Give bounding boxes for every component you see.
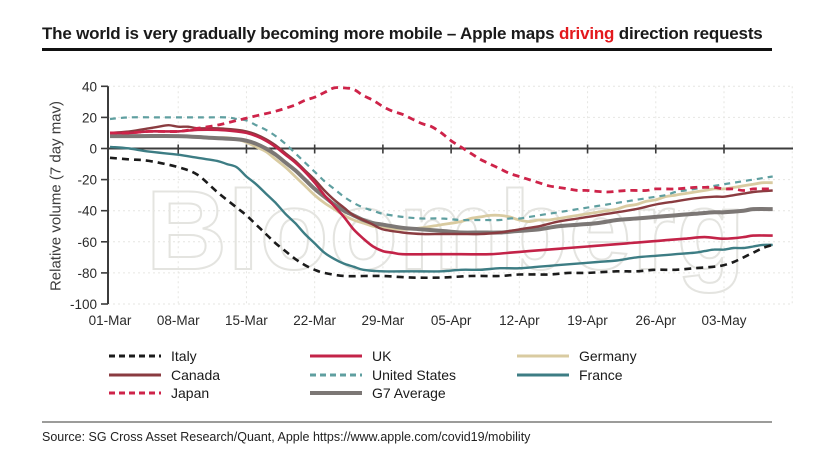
x-tick-label: 22-Mar bbox=[293, 313, 336, 328]
legend-line-sample-japan bbox=[109, 391, 161, 395]
y-tick-label: -60 bbox=[77, 235, 97, 250]
legend-item-italy: Italy bbox=[108, 348, 197, 364]
y-tick-label: 20 bbox=[82, 110, 97, 125]
gridlines bbox=[108, 85, 793, 305]
legend-label-italy: Italy bbox=[171, 348, 197, 364]
legend-label-japan: Japan bbox=[171, 385, 210, 401]
legend-line-sample-france bbox=[517, 373, 569, 376]
legend-line-sample-italy bbox=[109, 354, 161, 358]
y-tick-label: -20 bbox=[77, 173, 97, 188]
legend-line-sample-g7-average bbox=[310, 391, 362, 395]
title-text: The world is very gradually becoming mor… bbox=[42, 24, 559, 43]
y-tick-label: -100 bbox=[70, 297, 97, 312]
legend-line-sample-uk bbox=[310, 354, 362, 358]
legend-item-uk: UK bbox=[309, 348, 391, 364]
series-line-france bbox=[109, 145, 773, 273]
legend-line-sample-united-states bbox=[310, 373, 362, 376]
y-tick-label: 40 bbox=[82, 79, 97, 94]
y-tick-label: 0 bbox=[89, 142, 97, 157]
x-tick-label: 15-Mar bbox=[225, 313, 268, 328]
y-axis bbox=[101, 85, 109, 305]
plot-lines bbox=[109, 86, 774, 280]
legend-item-japan: Japan bbox=[108, 385, 209, 401]
y-axis-title: Relative volume (7 day mav) bbox=[47, 100, 65, 292]
legend-item-france: France bbox=[516, 367, 623, 383]
legend-item-germany: Germany bbox=[516, 348, 637, 364]
series-line-germany bbox=[110, 134, 773, 231]
legend-label-uk: UK bbox=[372, 348, 392, 364]
title-text-end: direction requests bbox=[614, 24, 763, 43]
x-tick-label: 08-Mar bbox=[157, 313, 200, 328]
x-axis bbox=[108, 144, 793, 154]
title-highlight: driving bbox=[558, 24, 615, 43]
x-tick-labels: 01-Mar 08-Mar 15-Mar 22-Mar 29-Mar 05-Apr 12-A… bbox=[89, 313, 747, 328]
title-underline bbox=[42, 48, 772, 51]
legend-line-sample-canada bbox=[109, 373, 161, 376]
x-tick-label: 12-Apr bbox=[499, 313, 540, 328]
legend-item-united-states: United States bbox=[309, 367, 456, 383]
series-line-canada bbox=[109, 124, 773, 236]
legend-label-germany: Germany bbox=[579, 348, 637, 364]
y-tick-labels: 40 20 0 -20 -40 -60 -80 -100 bbox=[70, 79, 97, 312]
legend-label-france: France bbox=[579, 366, 623, 383]
x-tick-label: 26-Apr bbox=[636, 313, 677, 328]
legend-item-g7-average: G7 Average bbox=[309, 385, 446, 401]
legend-line-sample-germany bbox=[517, 354, 569, 358]
legend-item-canada: Canada bbox=[108, 367, 220, 383]
series-line-italy bbox=[109, 156, 774, 280]
source-note: Source: SG Cross Asset Research/Quant, A… bbox=[42, 421, 772, 444]
series-line-uk bbox=[109, 128, 773, 256]
y-tick-label: -80 bbox=[77, 266, 97, 281]
legend-label-united-states: United States bbox=[372, 366, 457, 383]
series-line-g7-average bbox=[110, 133, 773, 235]
series-line-japan bbox=[109, 86, 773, 194]
page-title: The world is very gradually becoming mor… bbox=[42, 24, 782, 44]
x-tick-label: 03-May bbox=[701, 313, 746, 328]
x-tick-label: 05-Apr bbox=[431, 313, 472, 328]
series-line-united-states bbox=[109, 116, 773, 222]
legend-label-g7-average: G7 Average bbox=[372, 385, 446, 401]
x-tick-label: 01-Mar bbox=[89, 313, 132, 328]
y-tick-label: -40 bbox=[77, 204, 97, 219]
x-tick-label: 29-Mar bbox=[362, 313, 405, 328]
x-tick-label: 19-Apr bbox=[567, 313, 608, 328]
legend-label-canada: Canada bbox=[171, 366, 221, 383]
